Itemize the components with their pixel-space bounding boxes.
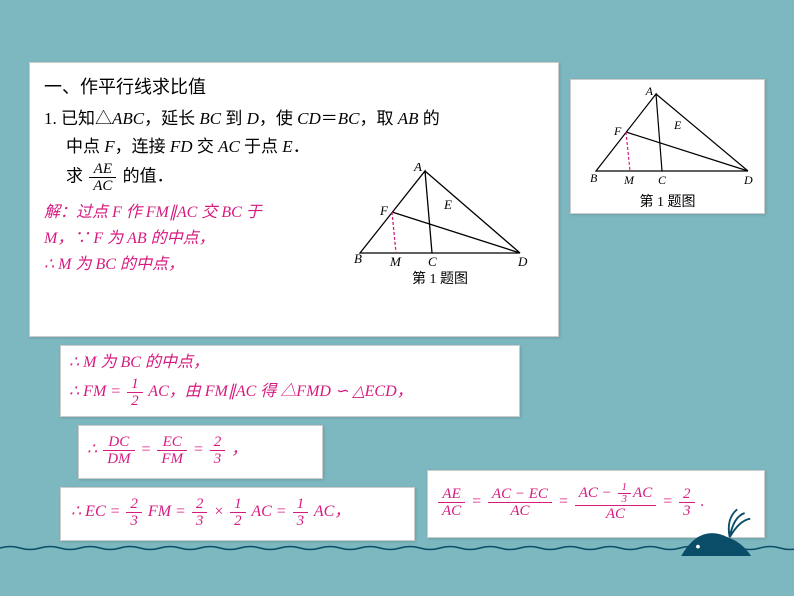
svg-text:E: E <box>443 197 452 212</box>
triangle-diagram: A B M C D F E <box>340 163 540 268</box>
figure-caption-thumb: 第 1 题图 <box>577 191 758 211</box>
figure-caption: 第 1 题图 <box>340 268 540 288</box>
svg-text:A: A <box>644 86 653 98</box>
svg-text:C: C <box>428 254 437 268</box>
svg-text:M: M <box>623 173 635 186</box>
fraction-ae-ac: AE AC <box>89 161 116 194</box>
svg-text:B: B <box>590 171 598 185</box>
figure-main: A B M C D F E 第 1 题图 <box>340 163 540 283</box>
figure-thumbnail-panel: A B M C D F E 第 1 题图 <box>570 79 765 214</box>
svg-text:F: F <box>379 203 389 218</box>
svg-text:A: A <box>413 163 422 174</box>
main-problem-panel: 一、作平行线求比值 1. 已知△ABC，延长 BC 到 D，使 CD＝BC，取 … <box>29 62 559 337</box>
problem-text: 1. 已知△ABC，延长 BC 到 D，使 CD＝BC，取 AB 的 <box>44 105 544 133</box>
svg-text:D: D <box>517 254 528 268</box>
whale-icon <box>671 500 766 570</box>
problem-number: 1. <box>44 109 57 128</box>
svg-text:B: B <box>354 251 362 266</box>
solution-strip-3: ∴ EC = 23 FM = 23 × 12 AC = 13 AC， <box>60 487 415 541</box>
svg-text:D: D <box>743 173 753 186</box>
svg-text:E: E <box>673 118 682 132</box>
section-heading: 一、作平行线求比值 <box>44 73 544 99</box>
problem-line2: 中点 F，连接 FD 交 AC 于点 E． <box>44 133 544 161</box>
solution-strip-1: ∴ M 为 BC 的中点， ∴ FM = 12 AC，由 FM∥AC 得 △FM… <box>60 345 520 417</box>
svg-text:C: C <box>658 173 667 186</box>
triangle-diagram-thumb: A B M C D F E <box>578 86 758 186</box>
svg-text:F: F <box>613 124 622 138</box>
svg-text:M: M <box>389 254 402 268</box>
solution-strip-2: ∴ DCDM = ECFM = 23 ， <box>78 425 323 479</box>
